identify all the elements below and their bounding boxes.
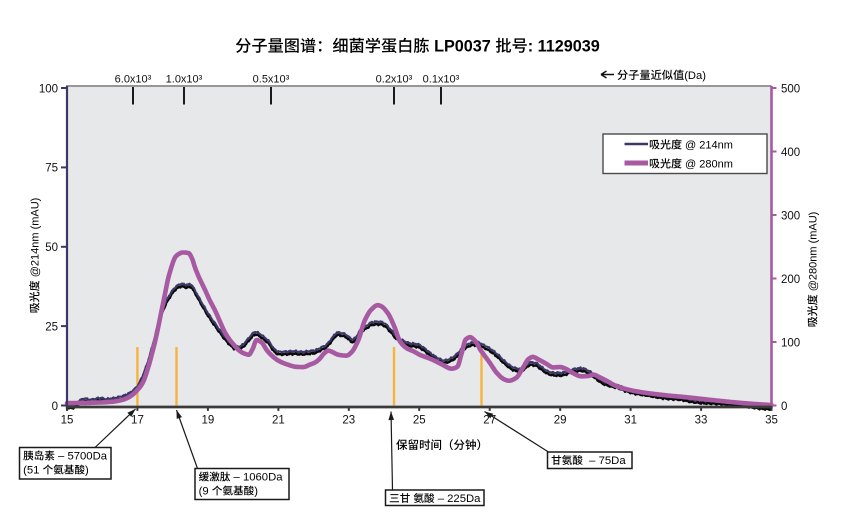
svg-text:0: 0: [781, 401, 787, 413]
svg-text:29: 29: [554, 415, 567, 427]
svg-text:): ): [254, 486, 258, 498]
svg-text:0: 0: [52, 401, 58, 413]
svg-text:100: 100: [781, 337, 800, 349]
svg-text:@ 214nm: @ 214nm: [682, 140, 733, 152]
svg-text:19: 19: [202, 415, 215, 427]
svg-text:25: 25: [45, 321, 58, 333]
svg-text:(9: (9: [199, 486, 212, 498]
svg-text:100: 100: [39, 83, 58, 95]
svg-text:31: 31: [624, 415, 637, 427]
svg-text:): ): [85, 465, 89, 477]
svg-text:17: 17: [131, 415, 144, 427]
svg-text:6.0x10³: 6.0x10³: [115, 73, 152, 85]
svg-text:(Da): (Da): [684, 70, 706, 82]
svg-text:@ 280nm: @ 280nm: [682, 159, 733, 171]
svg-text:400: 400: [781, 147, 800, 159]
svg-text:(51: (51: [23, 465, 42, 477]
svg-text:– 1060Da: – 1060Da: [230, 472, 283, 484]
svg-text:– 5700Da: – 5700Da: [55, 451, 108, 463]
svg-text:0.5x10³: 0.5x10³: [253, 73, 290, 85]
svg-text:15: 15: [61, 415, 74, 427]
svg-text:– 75Da: – 75Da: [583, 455, 626, 467]
svg-text:33: 33: [695, 415, 708, 427]
svg-text:@280nm (mAU): @280nm (mAU): [808, 212, 820, 295]
svg-text:21: 21: [272, 415, 285, 427]
svg-text:300: 300: [781, 210, 800, 222]
svg-text:25: 25: [413, 415, 426, 427]
svg-text:– 225Da: – 225Da: [435, 493, 482, 505]
svg-text:200: 200: [781, 274, 800, 286]
svg-text:75: 75: [45, 163, 58, 175]
svg-text:0.1x10³: 0.1x10³: [423, 73, 460, 85]
svg-text:23: 23: [342, 415, 355, 427]
svg-text:50: 50: [45, 242, 58, 254]
svg-text:0.2x10³: 0.2x10³: [376, 73, 413, 85]
svg-text:1.0x10³: 1.0x10³: [166, 73, 203, 85]
svg-text:500: 500: [781, 83, 800, 95]
svg-text:LP0037: LP0037: [430, 38, 496, 56]
svg-text:: 1129039: : 1129039: [528, 38, 600, 56]
svg-text:35: 35: [765, 415, 778, 427]
svg-text:@214nm (mAU): @214nm (mAU): [30, 198, 42, 281]
